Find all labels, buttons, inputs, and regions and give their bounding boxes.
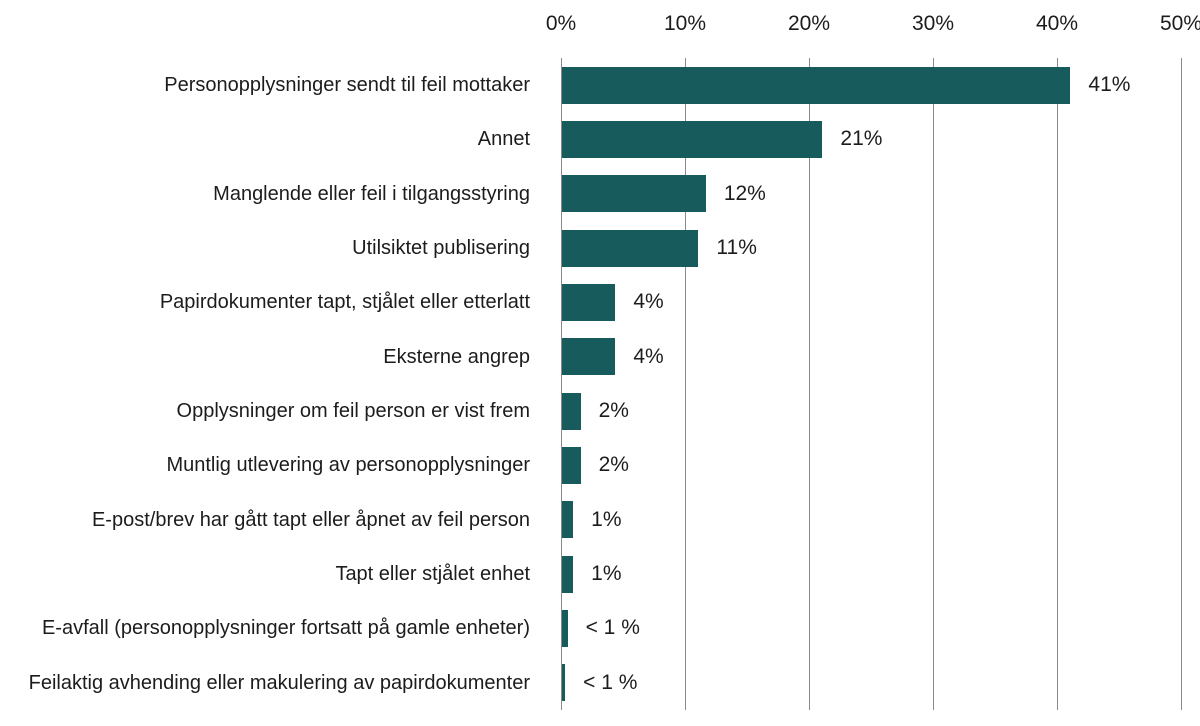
bar <box>562 66 1071 104</box>
bar <box>562 284 616 321</box>
bar <box>562 392 581 430</box>
bar <box>562 610 568 647</box>
category-label: Papirdokumenter tapt, stjålet eller ette… <box>159 291 530 314</box>
bar <box>562 555 574 593</box>
category-label: Muntlig utlevering av personopplysninger <box>166 454 530 477</box>
gridline <box>685 58 686 710</box>
category-label: Opplysninger om feil person er vist frem <box>176 400 530 422</box>
category-label: Eksterne angrep <box>383 345 530 368</box>
category-label: Manglende eller feil i tilgangsstyring <box>213 182 530 205</box>
bar <box>562 501 574 539</box>
value-label: 4% <box>633 344 664 368</box>
category-label: Tapt eller stjålet enhet <box>335 563 530 585</box>
value-label: 12% <box>723 181 766 205</box>
bar <box>562 175 706 213</box>
gridline <box>933 58 934 710</box>
category-label: E-avfall (personopplysninger fortsatt på… <box>41 617 530 640</box>
value-label: 2% <box>598 453 629 477</box>
x-axis-tick-label: 0% <box>545 12 577 35</box>
bar <box>562 664 566 702</box>
bar <box>562 121 823 158</box>
value-label: < 1 % <box>583 670 638 694</box>
gridline <box>809 58 810 710</box>
value-label: 2% <box>598 399 629 422</box>
x-axis-tick-label: 50% <box>1159 12 1200 35</box>
x-axis-tick-label: 20% <box>787 12 831 35</box>
x-axis-tick-label: 30% <box>911 12 955 35</box>
value-label: 1% <box>591 507 622 531</box>
category-label: E-post/brev har gått tapt eller åpnet av… <box>91 508 530 531</box>
value-label: 1% <box>591 562 622 585</box>
bar <box>562 229 699 267</box>
value-label: 41% <box>1088 73 1131 96</box>
value-label: 4% <box>633 290 664 314</box>
category-label: Feilaktig avhending eller makulering av … <box>28 671 530 694</box>
gridline <box>561 58 562 710</box>
category-label: Annet <box>477 128 530 151</box>
value-label: 21% <box>840 127 883 151</box>
bar <box>562 338 616 376</box>
value-label: < 1 % <box>585 616 640 640</box>
gridline <box>1181 58 1182 710</box>
category-label: Utilsiktet publisering <box>352 237 530 259</box>
category-label: Personopplysninger sendt til feil mottak… <box>164 74 530 96</box>
x-axis-tick-label: 10% <box>663 12 707 35</box>
gridline <box>1057 58 1058 710</box>
bar <box>562 447 581 484</box>
value-label: 11% <box>716 236 757 259</box>
x-axis-tick-label: 40% <box>1035 12 1079 35</box>
